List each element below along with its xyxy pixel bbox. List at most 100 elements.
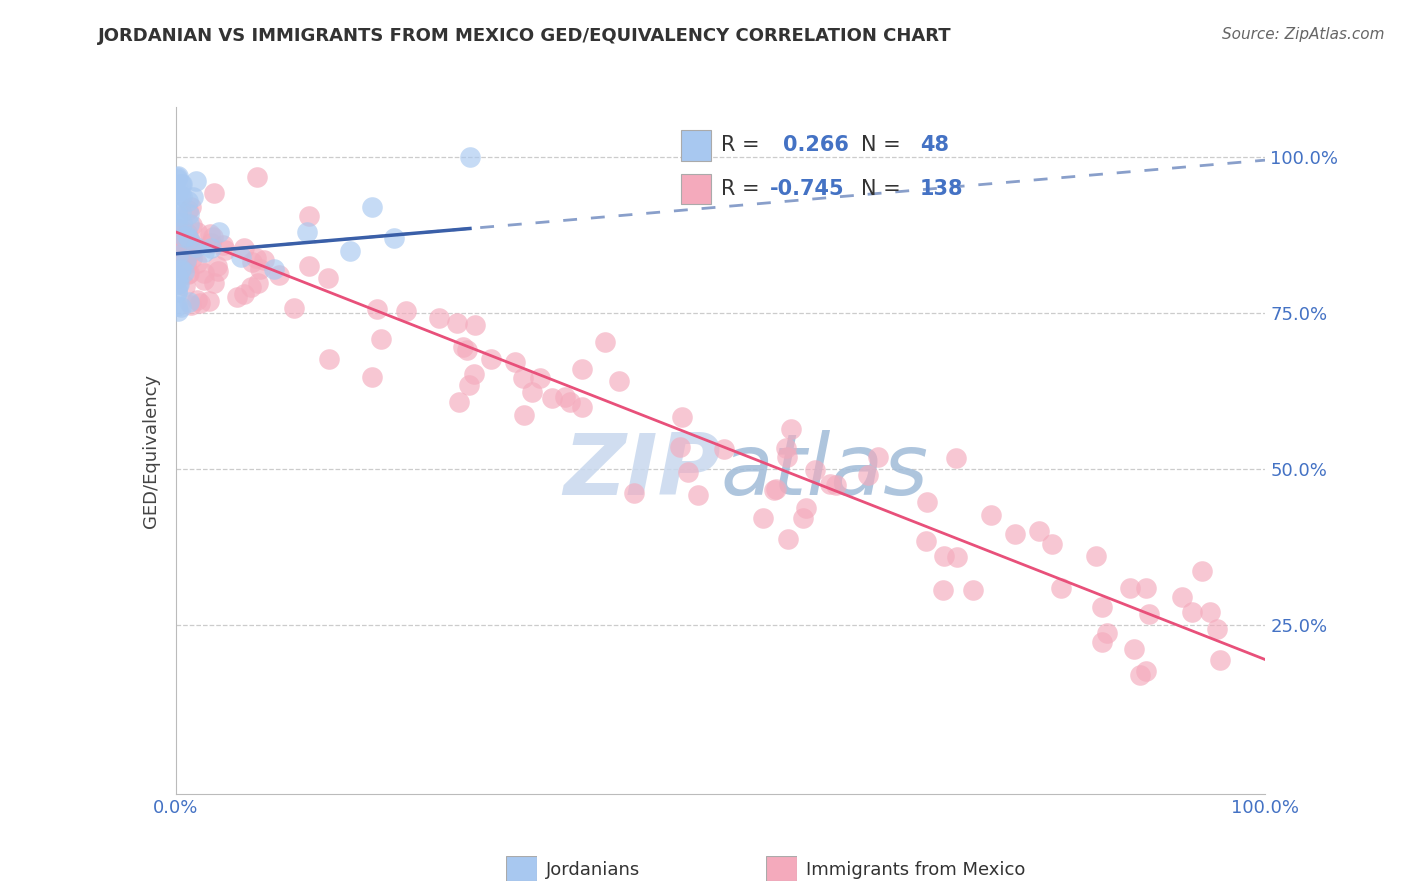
Point <box>671 410 693 425</box>
Point <box>179 234 201 248</box>
Point <box>464 318 486 332</box>
Point <box>792 510 814 524</box>
Point <box>1137 607 1160 621</box>
Point <box>595 335 617 350</box>
Point <box>177 207 200 221</box>
Point <box>202 229 225 244</box>
Point <box>166 268 188 283</box>
Point <box>167 252 190 267</box>
Point <box>200 235 222 250</box>
Point <box>458 150 481 164</box>
Point <box>181 251 204 265</box>
Point <box>208 225 231 239</box>
Point <box>167 169 190 183</box>
Point <box>166 171 188 186</box>
Point <box>180 200 202 214</box>
Text: JORDANIAN VS IMMIGRANTS FROM MEXICO GED/EQUIVALENCY CORRELATION CHART: JORDANIAN VS IMMIGRANTS FROM MEXICO GED/… <box>98 27 952 45</box>
Text: 0.266: 0.266 <box>783 136 849 155</box>
Point <box>449 395 471 409</box>
Point <box>1171 590 1194 604</box>
Point <box>1095 626 1118 640</box>
Text: Immigrants from Mexico: Immigrants from Mexico <box>806 861 1025 879</box>
Point <box>173 265 195 279</box>
Point <box>239 280 262 294</box>
Point <box>167 243 190 257</box>
Point <box>1028 524 1050 538</box>
Point <box>804 463 827 477</box>
Point <box>623 486 645 500</box>
Point <box>184 240 207 254</box>
Point <box>166 216 188 230</box>
Point <box>503 355 526 369</box>
Point <box>446 316 468 330</box>
Point <box>1209 653 1232 667</box>
Point <box>176 226 198 240</box>
Text: ZIP: ZIP <box>562 430 721 513</box>
Point <box>558 395 581 409</box>
Point <box>177 295 200 310</box>
Point <box>295 225 318 239</box>
Point <box>395 304 418 318</box>
Point <box>669 441 692 455</box>
Text: R =: R = <box>721 179 766 199</box>
Point <box>339 244 361 258</box>
Point <box>184 174 207 188</box>
Text: N =: N = <box>860 179 907 199</box>
Point <box>177 232 200 246</box>
Text: N =: N = <box>860 136 907 155</box>
Bar <box>682 174 711 204</box>
Point <box>962 583 984 598</box>
Point <box>166 169 188 184</box>
Text: 138: 138 <box>920 179 963 199</box>
Point <box>571 362 593 376</box>
Point <box>167 270 190 285</box>
Point <box>166 299 188 313</box>
Point <box>176 267 198 281</box>
Point <box>169 188 191 202</box>
Point <box>170 177 193 191</box>
Point <box>520 385 543 400</box>
Point <box>249 262 271 277</box>
Point <box>173 278 195 293</box>
Point <box>170 216 193 230</box>
Point <box>856 467 879 482</box>
Point <box>752 511 775 525</box>
Point <box>780 422 803 436</box>
Point <box>1004 527 1026 541</box>
Point <box>713 442 735 457</box>
Point <box>1205 622 1227 636</box>
Point <box>170 222 193 236</box>
Point <box>169 277 191 292</box>
Point <box>298 259 321 273</box>
Point <box>174 257 197 271</box>
Point <box>169 234 191 248</box>
Point <box>360 200 382 214</box>
Point <box>1199 606 1222 620</box>
Point <box>173 244 195 258</box>
Point <box>765 482 787 496</box>
Point <box>167 222 190 236</box>
Point <box>456 343 478 358</box>
Point <box>932 549 955 563</box>
Point <box>167 240 190 254</box>
Point <box>366 301 388 316</box>
Point <box>180 244 202 259</box>
Point <box>541 391 564 405</box>
Point <box>463 368 485 382</box>
Point <box>318 352 340 367</box>
Point <box>316 270 339 285</box>
Point <box>1040 537 1063 551</box>
Point <box>776 450 799 465</box>
Point <box>1129 668 1152 682</box>
Point <box>169 227 191 242</box>
Point <box>167 260 190 275</box>
Point <box>1191 564 1213 578</box>
Y-axis label: GED/Equivalency: GED/Equivalency <box>142 374 160 527</box>
Point <box>166 205 188 219</box>
Point <box>382 231 405 245</box>
Point <box>214 244 236 258</box>
Point <box>554 390 576 404</box>
Point <box>686 488 709 502</box>
Point <box>202 276 225 290</box>
Point <box>170 262 193 277</box>
